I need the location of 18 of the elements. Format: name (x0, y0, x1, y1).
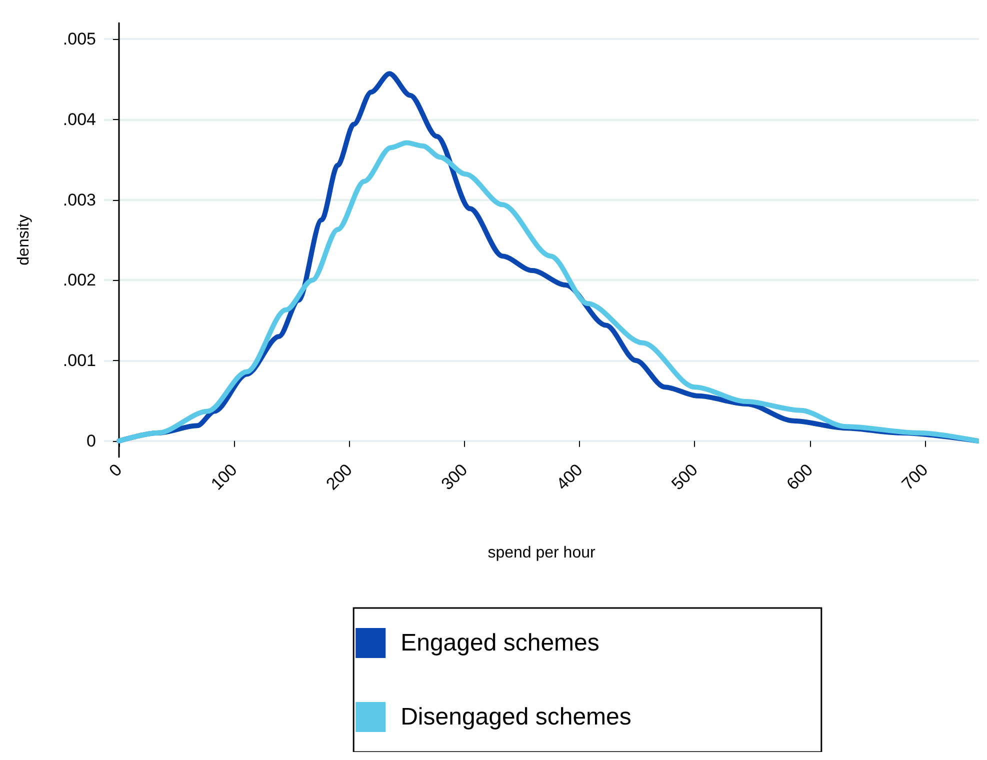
y-tick-label: .001 (62, 351, 96, 370)
y-tick-label: .002 (62, 270, 96, 290)
y-tick-label: .003 (62, 190, 96, 210)
x-tick-label: 700 (898, 460, 932, 494)
y-tick-label: .005 (62, 30, 96, 49)
x-tick-label: 300 (438, 460, 472, 494)
legend-label: Engaged schemes (400, 630, 600, 656)
x-tick-label: 0 (106, 460, 126, 480)
x-tick-label: 400 (552, 460, 586, 494)
legend-label: Disengaged schemes (400, 704, 632, 730)
y-tick-label: .004 (62, 110, 96, 129)
x-axis-title: spend per hour (488, 544, 596, 562)
x-tick-label: 500 (668, 460, 702, 494)
y-tick-label: 0 (86, 431, 96, 450)
x-tick-label: 100 (207, 460, 241, 494)
x-tick-label: 200 (322, 460, 356, 494)
y-axis-title: density (16, 214, 32, 266)
x-tick-label: 600 (782, 460, 816, 494)
